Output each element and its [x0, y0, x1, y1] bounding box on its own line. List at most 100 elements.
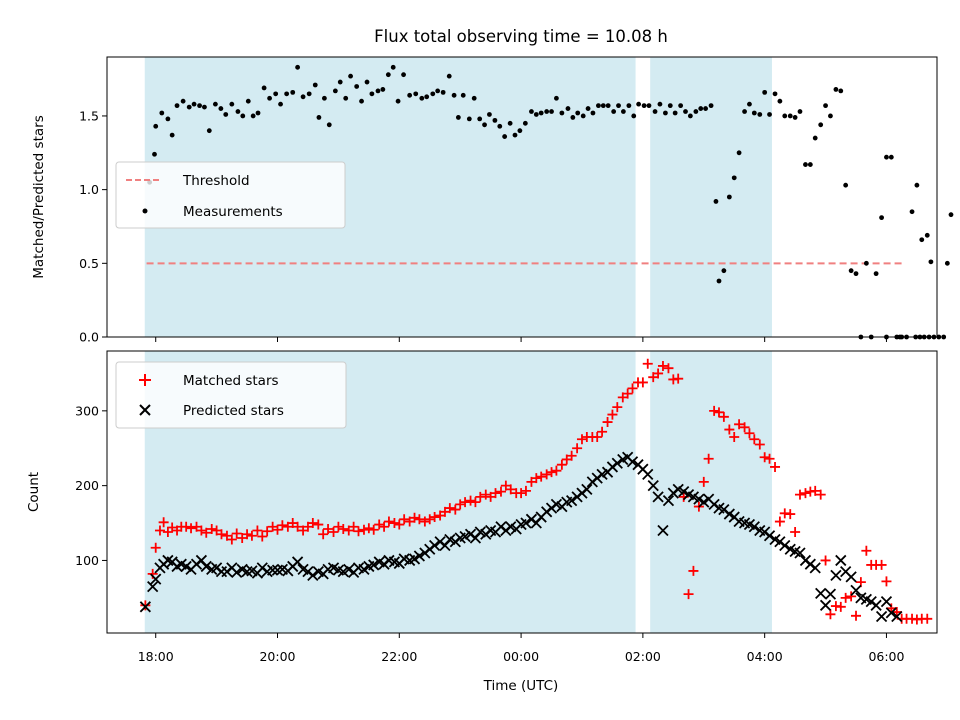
matched-star-point — [206, 524, 217, 535]
matched-star-point — [800, 488, 811, 499]
legend-measurements-swatch — [142, 208, 148, 214]
measurement-point — [165, 116, 171, 122]
measurement-point — [559, 110, 565, 116]
matched-star-point — [754, 439, 765, 450]
measurement-point — [641, 103, 647, 109]
y-tick-label: 1.0 — [79, 182, 99, 197]
measurement-point — [843, 182, 849, 188]
matched-star-point — [602, 417, 613, 428]
matched-star-point — [429, 512, 440, 523]
matched-star-point — [592, 432, 603, 443]
legend-predicted-label: Predicted stars — [183, 403, 284, 419]
matched-star-point — [338, 524, 349, 535]
matched-star-point — [368, 524, 379, 535]
shaded-interval-2 — [650, 351, 772, 633]
matched-star-point — [790, 527, 801, 538]
matched-star-point — [759, 452, 770, 463]
legend-matched-label: Matched stars — [183, 373, 279, 389]
matched-star-point — [718, 411, 729, 422]
matched-star-point — [246, 530, 257, 541]
measurement-point — [828, 113, 833, 119]
matched-star-point — [444, 503, 455, 514]
measurement-point — [772, 91, 778, 97]
measurement-point — [460, 92, 466, 98]
predicted-star-point — [150, 573, 162, 585]
matched-star-point — [861, 545, 872, 556]
matched-star-point — [162, 527, 173, 538]
matched-star-point — [409, 512, 420, 523]
matched-star-point — [846, 591, 857, 602]
matched-star-point — [770, 461, 781, 472]
predicted-star-point — [200, 560, 212, 573]
measurement-point — [657, 101, 663, 107]
measurement-point — [430, 91, 436, 97]
matched-star-point — [379, 521, 390, 532]
measurement-point — [782, 113, 788, 119]
measurement-point — [762, 89, 768, 95]
predicted-star-point — [368, 559, 380, 571]
predicted-star-point — [307, 569, 319, 582]
x-axis-label: Time (UTC) — [483, 678, 559, 694]
predicted-star-point — [819, 599, 832, 611]
predicted-star-point — [565, 494, 578, 507]
measurement-point — [807, 162, 813, 167]
measurement-point — [471, 95, 477, 101]
matched-star-point — [394, 519, 405, 530]
matched-star-point — [272, 524, 283, 535]
matched-star-point — [470, 497, 481, 508]
bottom-axes-frame — [106, 350, 938, 634]
measurement-point — [186, 104, 192, 110]
measurement-point — [914, 182, 920, 188]
matched-star-point — [566, 450, 577, 461]
matched-star-point — [226, 534, 237, 545]
measurement-point — [502, 134, 508, 139]
measurement-point — [174, 103, 180, 109]
measurement-point — [777, 98, 783, 104]
predicted-star-point — [748, 521, 760, 533]
measurement-point — [936, 334, 942, 340]
measurement-point — [678, 103, 684, 109]
matched-star-point — [734, 419, 745, 430]
measurement-point — [446, 73, 452, 79]
measurement-point — [401, 72, 406, 78]
bottom-y-ticks: 100 200 300 — [75, 403, 107, 568]
matched-star-point — [825, 609, 836, 620]
measurement-point — [451, 92, 457, 98]
bottom-x-ticks: 18:00 20:00 22:00 00:00 02:00 04:00 06:00 — [138, 633, 905, 664]
measurement-point — [742, 109, 747, 114]
measurement-point — [616, 103, 621, 109]
matched-star-point — [201, 527, 212, 538]
measurement-point — [395, 98, 401, 104]
matched-star-point — [363, 523, 374, 534]
measurement-point — [605, 103, 611, 109]
matched-star-point — [536, 471, 547, 482]
measurement-point — [646, 103, 652, 109]
x-tick-label: 04:00 — [747, 649, 783, 664]
predicted-star-point — [809, 562, 821, 574]
predicted-star-point — [291, 556, 304, 568]
matched-star-point — [642, 358, 653, 369]
matched-star-point — [414, 514, 425, 525]
measurement-point — [245, 98, 251, 104]
y-tick-label: 300 — [75, 403, 99, 418]
predicted-star-point — [870, 599, 882, 611]
measurement-point — [909, 209, 915, 215]
measurement-point — [731, 175, 737, 181]
measurement-point — [212, 101, 218, 107]
y-tick-label: 1.5 — [79, 108, 99, 123]
measurement-point — [803, 162, 808, 167]
measurement-point — [273, 91, 279, 97]
predicted-star-point — [657, 524, 669, 537]
measurement-point — [549, 109, 554, 114]
measurement-point — [235, 109, 241, 114]
predicted-star-point — [231, 566, 243, 579]
measurement-point — [713, 199, 719, 204]
measurement-point — [375, 88, 381, 94]
measurement-point — [529, 109, 534, 114]
measurement-point — [687, 113, 693, 119]
matched-star-point — [815, 489, 826, 500]
predicted-star-point — [835, 554, 847, 567]
matched-star-point — [150, 542, 161, 553]
matched-star-point — [840, 592, 851, 603]
